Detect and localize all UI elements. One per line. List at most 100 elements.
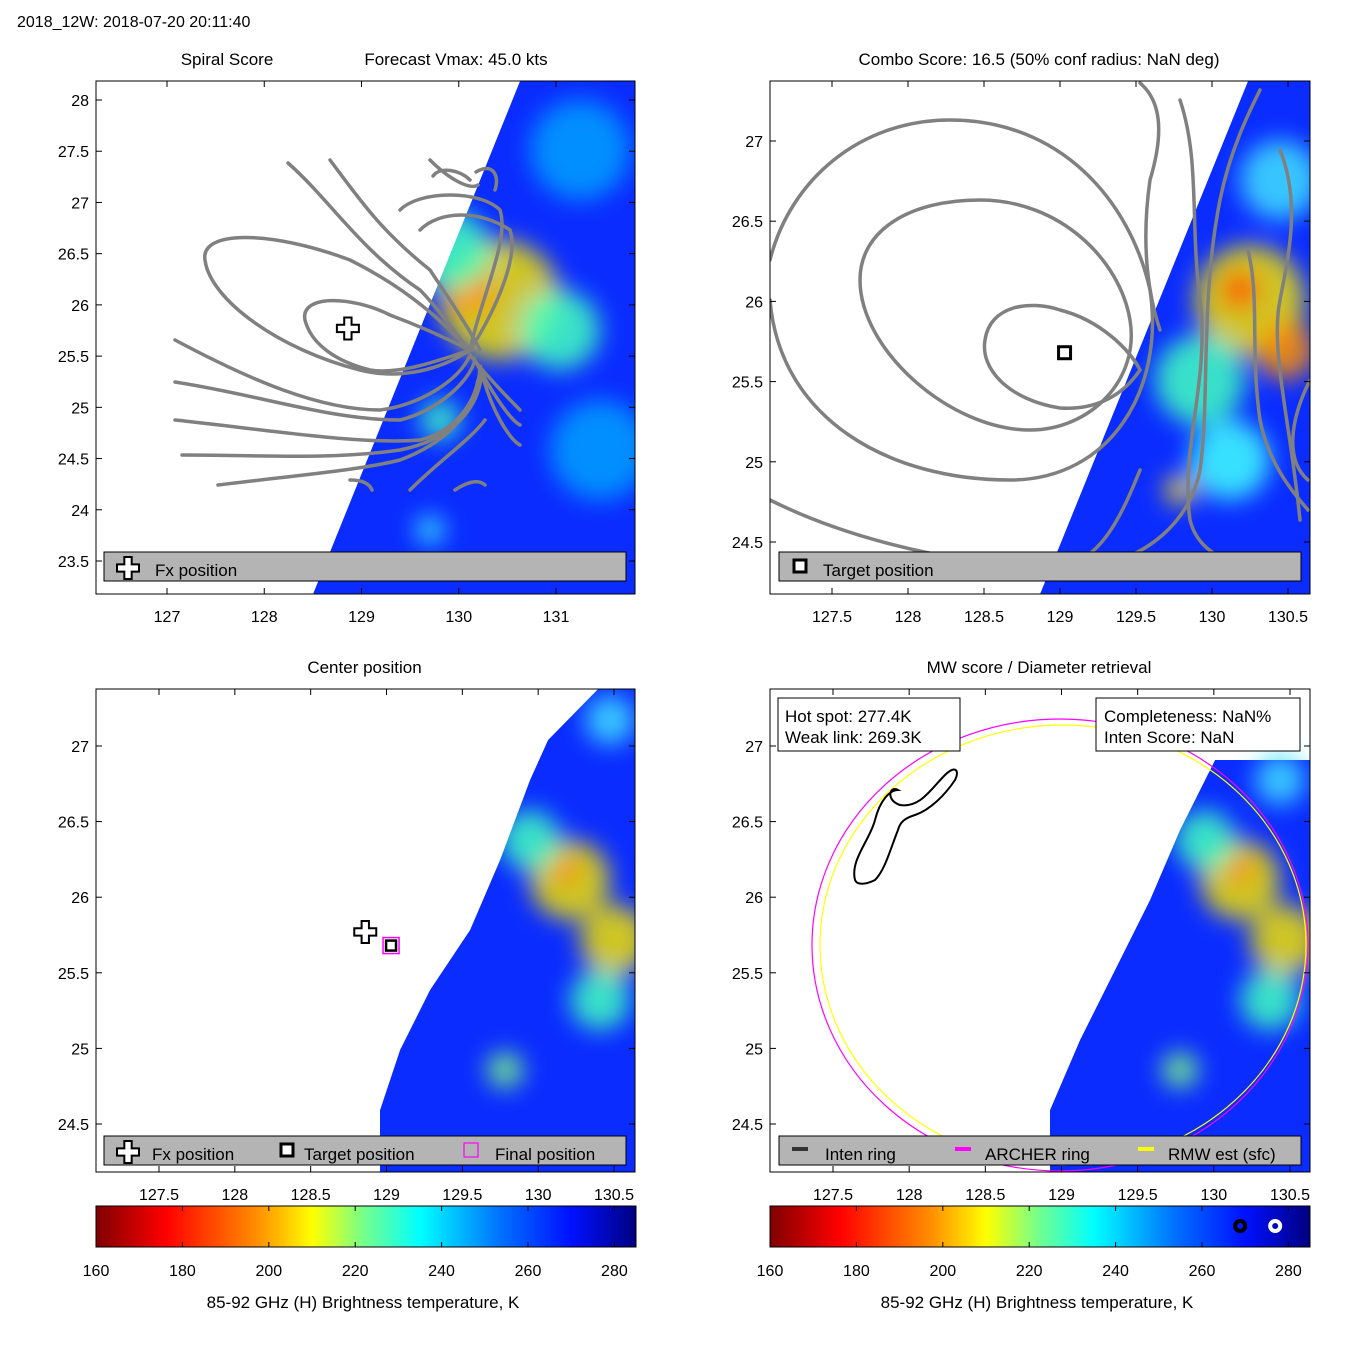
swath-feature bbox=[1255, 755, 1305, 805]
swath-structure bbox=[1162, 755, 1310, 1088]
x-tick-label: 128 bbox=[221, 1187, 248, 1204]
swath-feature bbox=[520, 290, 600, 370]
y-tick-label: 27 bbox=[71, 195, 89, 212]
y-tick-label: 25 bbox=[71, 400, 89, 417]
legend-label: Target position bbox=[304, 1145, 415, 1164]
colorbar-tick-label: 220 bbox=[1016, 1263, 1043, 1280]
swath-feature bbox=[1226, 856, 1254, 884]
y-tick-label: 27.5 bbox=[58, 144, 89, 161]
colorbar-tick-label: 180 bbox=[169, 1263, 196, 1280]
score-contour bbox=[180, 368, 484, 458]
x-tick-label: 130 bbox=[525, 1187, 552, 1204]
swath-feature bbox=[500, 810, 560, 870]
brightness-temperature-swath bbox=[380, 689, 635, 1172]
y-tick-label: 25.5 bbox=[732, 966, 763, 983]
y-tick-label: 26.5 bbox=[732, 815, 763, 832]
y-tick-label: 25 bbox=[745, 1041, 763, 1058]
fx-position-marker bbox=[353, 919, 378, 944]
weak-link-marker bbox=[1233, 1219, 1248, 1233]
plot-content bbox=[770, 689, 1310, 1172]
colorbar-tick-label: 260 bbox=[515, 1263, 542, 1280]
swath-gap bbox=[770, 81, 1248, 594]
score-contour bbox=[1246, 248, 1310, 512]
y-tick-label: 25 bbox=[745, 455, 763, 472]
swath-gap bbox=[96, 81, 520, 594]
archer-ring bbox=[811, 718, 1309, 1172]
score-contour bbox=[348, 478, 374, 492]
legend-label: ARCHER ring bbox=[985, 1145, 1090, 1164]
colorbar-tick-label: 160 bbox=[757, 1263, 784, 1280]
y-tick-label: 26.5 bbox=[58, 247, 89, 264]
legend-label: Fx position bbox=[155, 561, 237, 580]
y-tick-label: 28 bbox=[71, 93, 89, 110]
legend-label: Final position bbox=[495, 1145, 595, 1164]
y-tick-label: 25 bbox=[71, 1041, 89, 1058]
y-tick-label: 23.5 bbox=[58, 554, 89, 571]
figure-title: 2018_12W: 2018-07-20 20:11:40 bbox=[17, 14, 250, 31]
final-position-legend-icon bbox=[463, 1142, 479, 1158]
legend-label: RMW est (sfc) bbox=[1168, 1145, 1276, 1164]
swath-feature bbox=[551, 856, 579, 884]
legend-label: Fx position bbox=[152, 1145, 234, 1164]
x-tick-label: 130 bbox=[445, 609, 472, 626]
y-tick-label: 24.5 bbox=[732, 1117, 763, 1134]
inten-score-text: Inten Score: NaN bbox=[1104, 728, 1234, 747]
x-tick-label: 130 bbox=[1199, 609, 1226, 626]
x-tick-label: 128.5 bbox=[964, 609, 1004, 626]
plot-content bbox=[96, 689, 635, 1172]
x-tick-label: 129.5 bbox=[1116, 609, 1156, 626]
info-box-right: Completeness: NaN% Inten Score: NaN bbox=[1095, 697, 1301, 752]
x-tick-label: 129 bbox=[373, 1187, 400, 1204]
colorbar-scale bbox=[769, 1205, 1311, 1248]
y-tick-label: 25.5 bbox=[58, 349, 89, 366]
colorbar-label: 85-92 GHz (H) Brightness temperature, K bbox=[881, 1293, 1194, 1312]
fx-position-legend-icon bbox=[116, 556, 140, 580]
info-box-left-frame bbox=[777, 697, 961, 752]
x-tick-label: 131 bbox=[543, 609, 570, 626]
colorbar-tick-label: 260 bbox=[1189, 1263, 1216, 1280]
x-tick-label: 130 bbox=[1200, 1187, 1227, 1204]
colorbar-tick-label: 160 bbox=[83, 1263, 110, 1280]
colorbar-tick-label: 220 bbox=[342, 1263, 369, 1280]
y-tick-label: 25.5 bbox=[732, 375, 763, 392]
x-tick-label: 129 bbox=[1047, 609, 1074, 626]
hot-spot-text: Hot spot: 277.4K bbox=[785, 707, 912, 726]
y-tick-label: 27 bbox=[71, 739, 89, 756]
weak-link-text: Weak link: 269.3K bbox=[785, 728, 922, 747]
legend-frame bbox=[103, 1135, 627, 1166]
score-contour bbox=[216, 378, 480, 487]
swath-feature bbox=[580, 905, 635, 975]
score-contour bbox=[173, 338, 522, 412]
score-contour bbox=[328, 158, 482, 352]
x-tick-label: 130.5 bbox=[1270, 1187, 1310, 1204]
swath-feature bbox=[1255, 320, 1310, 380]
x-tick-label: 128.5 bbox=[965, 1187, 1005, 1204]
y-tick-label: 27 bbox=[745, 739, 763, 756]
swath-feature bbox=[1240, 970, 1300, 1030]
panel-title: MW score / Diameter retrieval bbox=[927, 658, 1152, 677]
x-tick-label: 127 bbox=[154, 609, 181, 626]
colorbar-tick-label: 200 bbox=[255, 1263, 282, 1280]
target-position-legend-icon bbox=[792, 558, 808, 574]
legend: Target position bbox=[778, 551, 1302, 582]
colorbar-1: 160 180 200 220 240 260 280 85-92 GHz (H) Brigh… bbox=[83, 1205, 637, 1312]
panel-title: Center position bbox=[307, 658, 421, 677]
info-box-left: Hot spot: 277.4K Weak link: 269.3K bbox=[777, 697, 961, 752]
x-tick-label: 127.5 bbox=[813, 1187, 853, 1204]
inten-ring bbox=[853, 768, 958, 885]
x-tick-label: 128 bbox=[895, 609, 922, 626]
y-tick-label: 27 bbox=[745, 134, 763, 151]
final-position-marker bbox=[382, 936, 400, 955]
y-tick-label: 24.5 bbox=[58, 452, 89, 469]
panel-mw: Hot spot: 277.4K Weak link: 269.3K Complet… bbox=[732, 658, 1311, 1204]
y-tick-label: 26 bbox=[745, 890, 763, 907]
colorbar-label: 85-92 GHz (H) Brightness temperature, K bbox=[207, 1293, 520, 1312]
panel-spiral: Fx position 127 128 129 130 131 28 27.5 27 26.5 26… bbox=[58, 50, 636, 626]
x-tick-label: 129 bbox=[1048, 1187, 1075, 1204]
hot-spot-marker bbox=[1268, 1219, 1283, 1233]
x-tick-label: 128 bbox=[251, 609, 278, 626]
colorbar-tick-label: 280 bbox=[601, 1263, 628, 1280]
swath-feature bbox=[585, 695, 635, 745]
axes-frame bbox=[95, 80, 636, 595]
